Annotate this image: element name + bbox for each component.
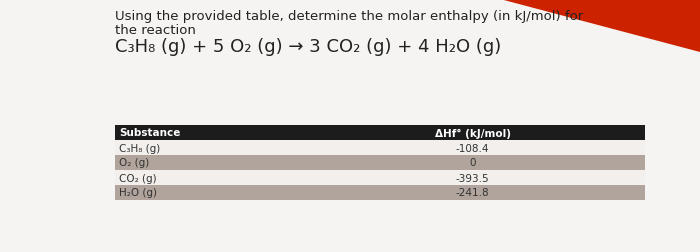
Polygon shape — [500, 0, 700, 53]
Text: O₂ (g): O₂ (g) — [119, 158, 149, 168]
FancyBboxPatch shape — [115, 125, 645, 140]
FancyBboxPatch shape — [115, 155, 645, 170]
Text: 0: 0 — [470, 158, 476, 168]
Text: -108.4: -108.4 — [456, 143, 489, 153]
Text: Using the provided table, determine the molar enthalpy (in kJ/mol) for: Using the provided table, determine the … — [115, 10, 583, 23]
FancyBboxPatch shape — [115, 170, 645, 185]
Text: C₃H₈ (g): C₃H₈ (g) — [119, 143, 160, 153]
Text: -393.5: -393.5 — [456, 173, 489, 183]
Text: CO₂ (g): CO₂ (g) — [119, 173, 157, 183]
FancyBboxPatch shape — [115, 185, 645, 200]
Text: the reaction: the reaction — [115, 24, 196, 37]
Text: -241.8: -241.8 — [456, 188, 489, 198]
Text: H₂O (g): H₂O (g) — [119, 188, 157, 198]
Text: Substance: Substance — [119, 128, 181, 138]
Text: C₃H₈ (g) + 5 O₂ (g) → 3 CO₂ (g) + 4 H₂O (g): C₃H₈ (g) + 5 O₂ (g) → 3 CO₂ (g) + 4 H₂O … — [115, 38, 501, 56]
FancyBboxPatch shape — [115, 140, 645, 155]
Text: ΔHf° (kJ/mol): ΔHf° (kJ/mol) — [435, 128, 511, 138]
